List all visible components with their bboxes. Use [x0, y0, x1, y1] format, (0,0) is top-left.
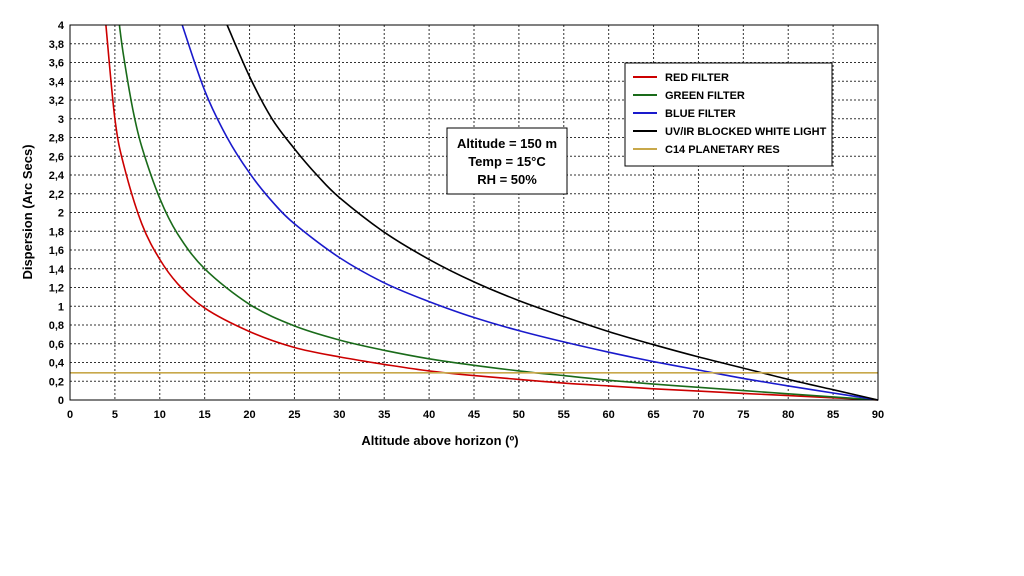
y-tick-label: 1,2: [49, 283, 64, 295]
annotation-line-temp: Temp = 15°C: [468, 154, 546, 169]
annotation-line-altitude: Altitude = 150 m: [457, 136, 557, 151]
legend-box: [624, 62, 833, 167]
legend: RED FILTER GREEN FILTER BLUE FILTER UV/IR B…: [624, 62, 833, 167]
x-tick-label: 5: [112, 409, 118, 421]
x-axis-title: Altitude above horizon (º): [361, 433, 518, 448]
x-tick-label: 10: [154, 409, 166, 421]
x-tick-label: 55: [558, 409, 570, 421]
y-tick-label: 2,6: [49, 151, 64, 163]
series-line-red-filter: [105, 24, 879, 401]
x-tick-label: 45: [468, 409, 480, 421]
y-tick-label: 3,2: [49, 95, 64, 107]
y-tick-label: 0,4: [49, 358, 65, 370]
y-tick-label: 1,4: [49, 264, 65, 276]
x-tick-label: 30: [333, 409, 345, 421]
y-tick-label: 2: [58, 208, 64, 220]
y-tick-label: 3,6: [49, 58, 64, 70]
x-tick-label: 80: [782, 409, 794, 421]
series-line-blue-filter: [181, 24, 879, 401]
annotation-box: [446, 127, 568, 195]
series-line-uv-ir-blocked-white-light: [226, 24, 879, 401]
series-line-green-filter: [118, 24, 879, 401]
x-tick-label: 50: [513, 409, 525, 421]
y-tick-label: 0,8: [49, 320, 64, 332]
legend-label-red-filter: RED FILTER: [665, 72, 729, 84]
legend-label-green-filter: GREEN FILTER: [665, 90, 745, 102]
x-tick-label: 75: [737, 409, 749, 421]
x-tick-label: 0: [67, 409, 73, 421]
x-tick-label: 90: [872, 409, 884, 421]
legend-label-blue-filter: BLUE FILTER: [665, 108, 736, 120]
y-tick-label: 3,8: [49, 39, 64, 51]
y-tick-label: 0,2: [49, 376, 64, 388]
annotation-line-rh: RH = 50%: [477, 172, 537, 187]
x-tick-label: 85: [827, 409, 839, 421]
x-tick-label: 40: [423, 409, 435, 421]
y-tick-label: 3: [58, 114, 64, 126]
y-tick-label: 2,4: [49, 170, 65, 182]
y-tick-label: 1,8: [49, 226, 64, 238]
y-axis-ticks: 0 0,2 0,4 0,6 0,8 1 1,2 1,4 1,6 1,8 2 2,2 2,4 2,6 2,8 3…: [49, 20, 65, 407]
y-tick-label: 0: [58, 395, 64, 407]
x-tick-label: 20: [243, 409, 255, 421]
y-tick-label: 2,8: [49, 133, 64, 145]
y-tick-label: 1: [58, 301, 64, 313]
conditions-annotation: Altitude = 150 m Temp = 15°C RH = 50%: [446, 127, 568, 195]
y-tick-label: 2,2: [49, 189, 64, 201]
x-tick-label: 35: [378, 409, 390, 421]
legend-label-uv-ir-blocked-white-light: UV/IR BLOCKED WHITE LIGHT: [665, 126, 827, 138]
series-layer: [70, 24, 879, 401]
x-tick-label: 65: [647, 409, 659, 421]
y-axis-title: Dispersion (Arc Secs): [20, 144, 35, 279]
y-tick-label: 0,6: [49, 339, 64, 351]
y-tick-label: 1,6: [49, 245, 64, 257]
y-tick-label: 4: [58, 20, 65, 32]
x-tick-label: 25: [288, 409, 300, 421]
plot-border: [69, 24, 879, 401]
x-tick-label: 60: [603, 409, 615, 421]
y-tick-label: 3,4: [49, 76, 65, 88]
x-axis-ticks: 0 5 10 15 20 25 30 35 40 45 50 55 60 65 70 75 80 85 90: [67, 409, 884, 421]
legend-label-c14-planetary-res: C14 PLANETARY RES: [665, 144, 780, 156]
x-tick-label: 70: [692, 409, 704, 421]
x-tick-label: 15: [199, 409, 211, 421]
